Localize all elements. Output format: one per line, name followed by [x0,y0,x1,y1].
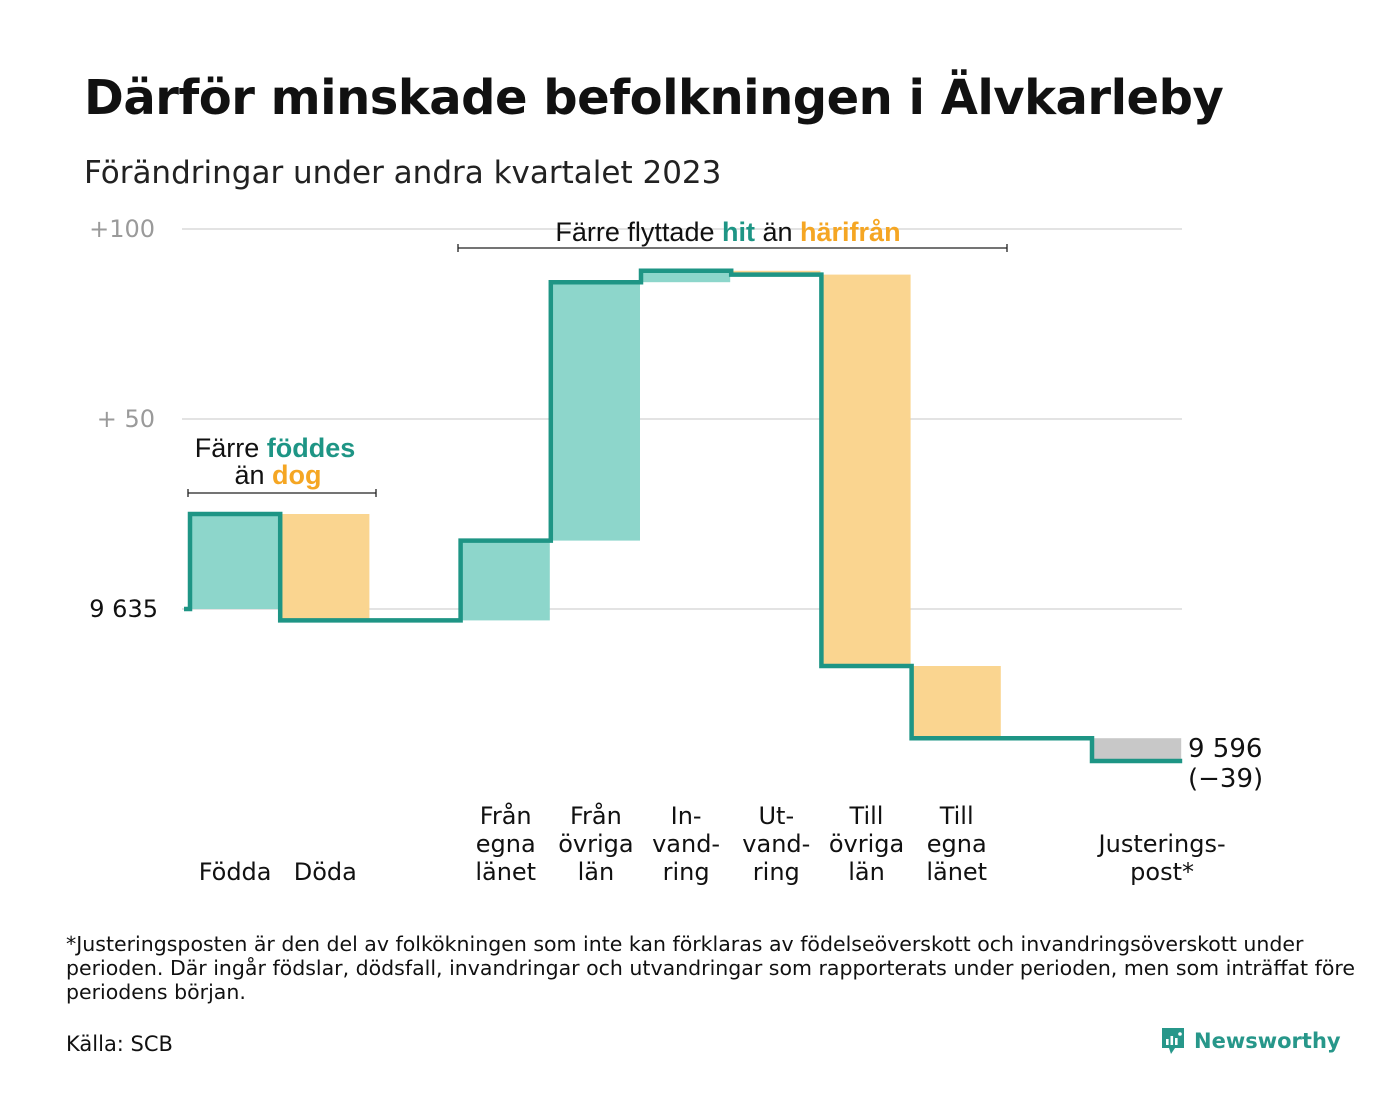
baseline-value-label: 9 635 [89,595,158,623]
category-label: Från [480,801,532,830]
end-value-label: 9 596 [1188,734,1262,764]
category-label: vand- [652,830,720,858]
running-total-path [184,268,1183,764]
annotation-text: än [234,460,272,490]
category-label: Till [849,802,884,830]
annotation-highlight-hit: hit [722,217,755,247]
category-label: egna [476,830,536,858]
bar-adjustment [1093,738,1182,761]
brand-logo[interactable]: Newsworthy [1160,1026,1341,1056]
bar-increase [191,514,280,609]
category-labels: 9 596(−39)Födda DödaFrånegnalänetFrånövri… [199,734,1263,886]
category-label: Justerings- [1097,830,1226,858]
bar-increase [642,270,731,283]
category-label: post* [1130,858,1194,886]
source-label: Källa: SCB [66,1032,173,1056]
category-label: Döda [294,858,357,886]
bar-decrease [281,514,370,621]
brand-name: Newsworthy [1194,1029,1341,1053]
y-tick-label: + 50 [97,405,155,433]
category-label: vand- [742,830,810,858]
chart-title: Därför minskade befolkningen i Älvkarleb… [84,70,1224,126]
chart-subtitle: Förändringar under andra kvartalet 2023 [84,155,722,191]
category-label: Ut- [758,802,794,830]
annotation-bracket-migration [457,244,1008,252]
annotation-migration: Färre flyttade hit än härifrån [555,217,900,247]
category-label: egna [927,830,987,858]
annotation-text: Färre flyttade [555,217,722,247]
annotation-highlight-born: föddes [267,433,356,463]
end-change-label: (−39) [1188,764,1263,794]
category-label: Födda [199,858,272,886]
bar-increase [461,540,550,621]
category-label: In- [671,802,702,830]
category-label: Till [939,802,974,830]
category-label: övriga [558,830,633,858]
annotation-text: än [755,217,800,247]
category-label: övriga [829,830,904,858]
bar-decrease [822,274,911,666]
gridlines: +100 + 50 9 635 [89,215,1182,623]
category-label: länet [475,858,536,886]
annotation-highlight-died: dog [272,460,321,490]
category-label: ring [753,858,800,886]
annotation-text: Färre [195,433,267,463]
category-label: länet [926,858,987,886]
bar-decrease [912,666,1001,739]
annotation-bracket-births [187,489,377,497]
bars [191,270,1182,761]
annotation-births-line2: än dog [234,460,321,490]
category-label: län [848,858,885,886]
footnote: *Justeringsposten är den del av folkökni… [66,932,1355,1004]
newsworthy-logo-icon [1162,1028,1184,1054]
category-label: ring [663,858,710,886]
category-label: Från [570,801,622,830]
running-total-line [184,268,1183,764]
annotation-highlight-harifran: härifrån [800,217,901,247]
bar-increase [551,282,640,541]
y-tick-label: +100 [89,215,155,243]
annotation-births-line1: Färre föddes [195,433,356,463]
category-label: län [578,858,615,886]
